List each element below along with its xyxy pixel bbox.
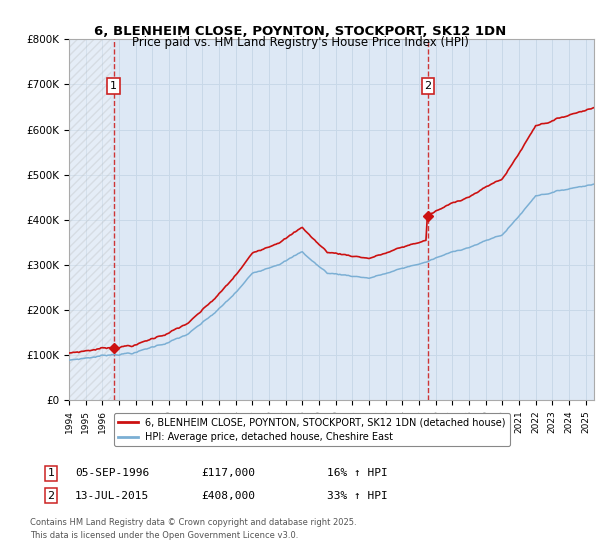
Text: £408,000: £408,000 [201, 491, 255, 501]
Legend: 6, BLENHEIM CLOSE, POYNTON, STOCKPORT, SK12 1DN (detached house), HPI: Average p: 6, BLENHEIM CLOSE, POYNTON, STOCKPORT, S… [114, 413, 510, 446]
Text: £117,000: £117,000 [201, 468, 255, 478]
Text: 1: 1 [110, 81, 117, 91]
Text: 6, BLENHEIM CLOSE, POYNTON, STOCKPORT, SK12 1DN: 6, BLENHEIM CLOSE, POYNTON, STOCKPORT, S… [94, 25, 506, 38]
Text: 1: 1 [47, 468, 55, 478]
Text: 13-JUL-2015: 13-JUL-2015 [75, 491, 149, 501]
Text: 33% ↑ HPI: 33% ↑ HPI [327, 491, 388, 501]
Bar [69, 39, 110, 400]
Text: 16% ↑ HPI: 16% ↑ HPI [327, 468, 388, 478]
Text: 2: 2 [47, 491, 55, 501]
Text: 2: 2 [424, 81, 431, 91]
Text: 05-SEP-1996: 05-SEP-1996 [75, 468, 149, 478]
Text: Price paid vs. HM Land Registry's House Price Index (HPI): Price paid vs. HM Land Registry's House … [131, 36, 469, 49]
Text: Contains HM Land Registry data © Crown copyright and database right 2025.
This d: Contains HM Land Registry data © Crown c… [30, 519, 356, 540]
